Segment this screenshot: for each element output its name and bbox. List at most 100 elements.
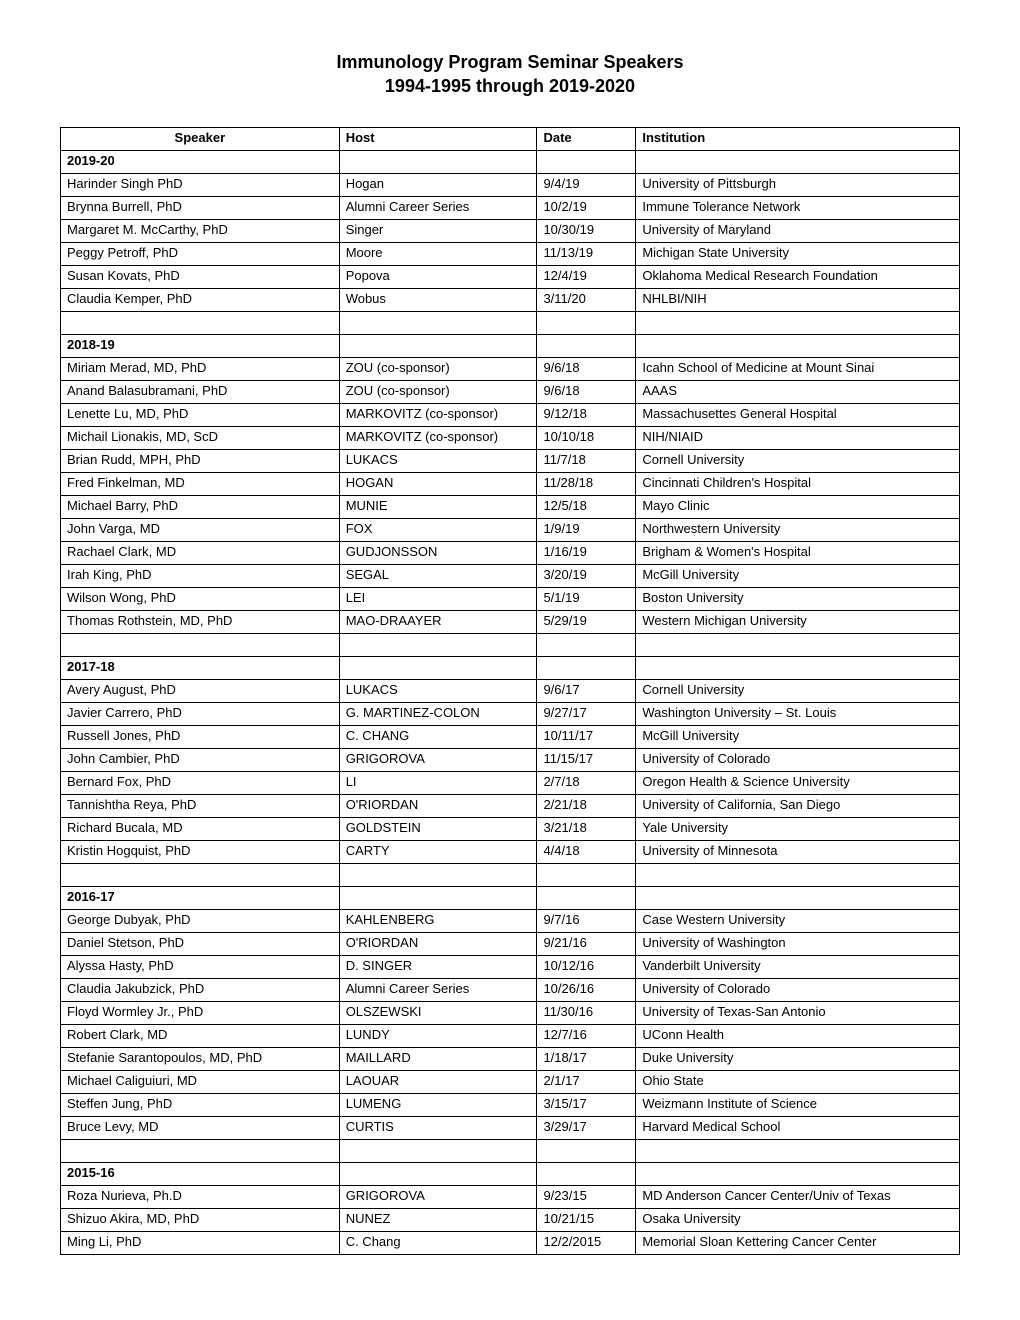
cell-speaker: Margaret M. McCarthy, PhD [61,219,340,242]
title-line-2: 1994-1995 through 2019-2020 [60,74,960,98]
empty-cell [61,863,340,886]
cell-date: 9/27/17 [537,702,636,725]
cell-institution: UConn Health [636,1024,960,1047]
cell-host: GUDJONSSON [339,541,537,564]
cell-speaker: Tannishtha Reya, PhD [61,794,340,817]
cell-host: MAO-DRAAYER [339,610,537,633]
cell-institution: McGill University [636,725,960,748]
empty-cell [537,150,636,173]
section-header-row: 2015-16 [61,1162,960,1185]
cell-institution: Massachusettes General Hospital [636,403,960,426]
cell-date: 5/29/19 [537,610,636,633]
cell-speaker: Ming Li, PhD [61,1231,340,1254]
table-row: John Varga, MDFOX1/9/19Northwestern Univ… [61,518,960,541]
cell-date: 9/6/17 [537,679,636,702]
cell-speaker: Claudia Jakubzick, PhD [61,978,340,1001]
empty-cell [339,656,537,679]
cell-host: HOGAN [339,472,537,495]
cell-host: LEI [339,587,537,610]
col-header-institution: Institution [636,127,960,150]
empty-cell [636,311,960,334]
cell-date: 10/10/18 [537,426,636,449]
empty-cell [61,311,340,334]
cell-host: Popova [339,265,537,288]
cell-institution: Vanderbilt University [636,955,960,978]
cell-institution: University of Minnesota [636,840,960,863]
cell-date: 2/7/18 [537,771,636,794]
table-row: Floyd Wormley Jr., PhDOLSZEWSKI11/30/16U… [61,1001,960,1024]
cell-date: 12/5/18 [537,495,636,518]
cell-date: 9/23/15 [537,1185,636,1208]
table-row: Claudia Kemper, PhDWobus3/11/20NHLBI/NIH [61,288,960,311]
cell-date: 9/7/16 [537,909,636,932]
empty-cell [339,863,537,886]
cell-host: NUNEZ [339,1208,537,1231]
cell-speaker: Richard Bucala, MD [61,817,340,840]
cell-date: 5/1/19 [537,587,636,610]
table-row: Steffen Jung, PhDLUMENG3/15/17Weizmann I… [61,1093,960,1116]
cell-institution: Michigan State University [636,242,960,265]
cell-speaker: Bruce Levy, MD [61,1116,340,1139]
cell-date: 3/20/19 [537,564,636,587]
cell-speaker: Michail Lionakis, MD, ScD [61,426,340,449]
table-row: Michail Lionakis, MD, ScDMARKOVITZ (co-s… [61,426,960,449]
cell-date: 9/4/19 [537,173,636,196]
cell-date: 3/15/17 [537,1093,636,1116]
table-row: Michael Caliguiuri, MDLAOUAR2/1/17Ohio S… [61,1070,960,1093]
cell-date: 11/30/16 [537,1001,636,1024]
cell-institution: NHLBI/NIH [636,288,960,311]
empty-cell [61,1139,340,1162]
cell-host: Hogan [339,173,537,196]
empty-cell [537,886,636,909]
table-row: Robert Clark, MDLUNDY12/7/16UConn Health [61,1024,960,1047]
cell-speaker: John Cambier, PhD [61,748,340,771]
spacer-row [61,311,960,334]
cell-institution: University of Maryland [636,219,960,242]
cell-institution: Osaka University [636,1208,960,1231]
cell-date: 10/12/16 [537,955,636,978]
cell-institution: Case Western University [636,909,960,932]
cell-institution: Cornell University [636,449,960,472]
cell-host: LAOUAR [339,1070,537,1093]
cell-host: MARKOVITZ (co-sponsor) [339,403,537,426]
table-row: Kristin Hogquist, PhDCARTY4/4/18Universi… [61,840,960,863]
cell-speaker: Brynna Burrell, PhD [61,196,340,219]
cell-date: 2/1/17 [537,1070,636,1093]
cell-institution: Washington University – St. Louis [636,702,960,725]
cell-date: 3/11/20 [537,288,636,311]
cell-date: 10/2/19 [537,196,636,219]
table-row: Irah King, PhDSEGAL3/20/19McGill Univers… [61,564,960,587]
empty-cell [636,886,960,909]
cell-host: Alumni Career Series [339,196,537,219]
cell-institution: Mayo Clinic [636,495,960,518]
table-row: Lenette Lu, MD, PhDMARKOVITZ (co-sponsor… [61,403,960,426]
spacer-row [61,863,960,886]
cell-institution: Northwestern University [636,518,960,541]
cell-host: FOX [339,518,537,541]
cell-date: 10/30/19 [537,219,636,242]
empty-cell [636,863,960,886]
cell-host: GRIGOROVA [339,748,537,771]
cell-institution: Immune Tolerance Network [636,196,960,219]
section-header-row: 2019-20 [61,150,960,173]
table-row: Stefanie Sarantopoulos, MD, PhDMAILLARD1… [61,1047,960,1070]
table-row: Anand Balasubramani, PhDZOU (co-sponsor)… [61,380,960,403]
cell-speaker: Floyd Wormley Jr., PhD [61,1001,340,1024]
table-header-row: Speaker Host Date Institution [61,127,960,150]
cell-host: ZOU (co-sponsor) [339,357,537,380]
cell-speaker: Brian Rudd, MPH, PhD [61,449,340,472]
cell-speaker: Irah King, PhD [61,564,340,587]
section-year: 2019-20 [61,150,340,173]
empty-cell [537,656,636,679]
table-row: Richard Bucala, MDGOLDSTEIN3/21/18Yale U… [61,817,960,840]
cell-host: MAILLARD [339,1047,537,1070]
cell-date: 2/21/18 [537,794,636,817]
table-row: John Cambier, PhDGRIGOROVA11/15/17Univer… [61,748,960,771]
cell-host: LUKACS [339,449,537,472]
cell-date: 1/18/17 [537,1047,636,1070]
cell-institution: McGill University [636,564,960,587]
cell-host: O'RIORDAN [339,794,537,817]
table-row: Wilson Wong, PhDLEI5/1/19Boston Universi… [61,587,960,610]
empty-cell [339,150,537,173]
cell-speaker: Anand Balasubramani, PhD [61,380,340,403]
